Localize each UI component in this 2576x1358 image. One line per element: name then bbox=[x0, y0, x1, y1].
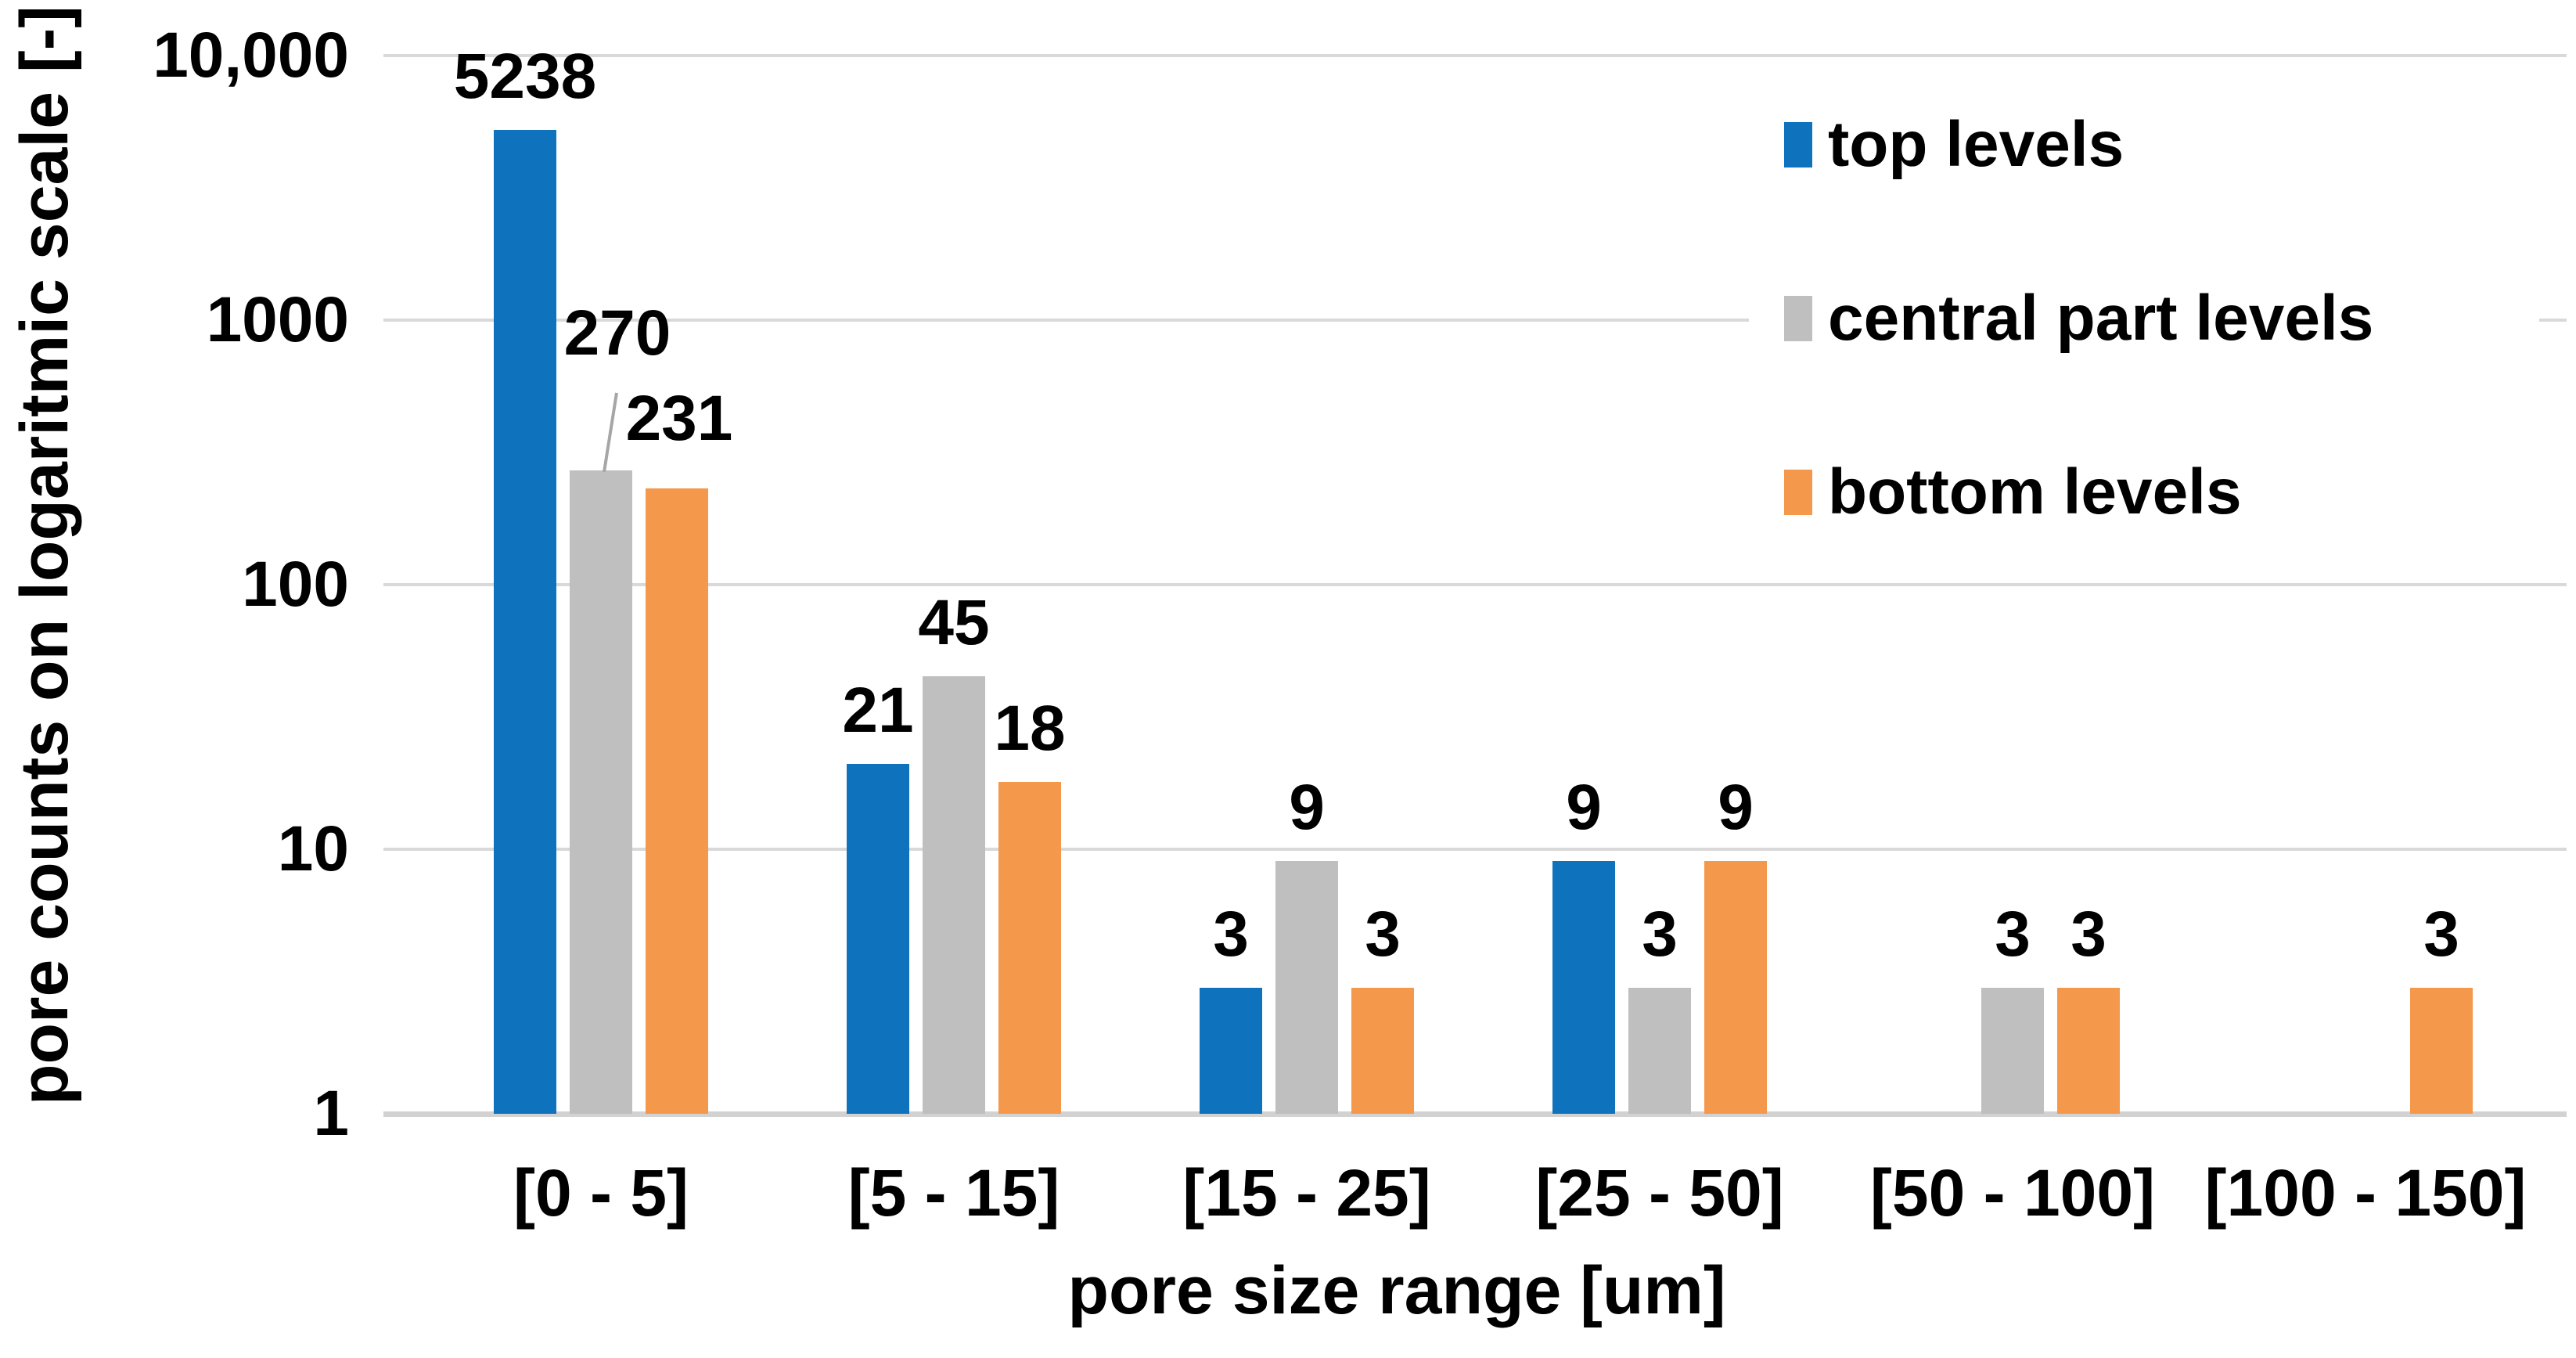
y-tick-label-1000: 1000 bbox=[206, 284, 349, 355]
y-axis-title: pore counts on logaritmic scale [-] bbox=[7, 5, 82, 1105]
data-label-bottom-levels-4: 3 bbox=[2071, 898, 2106, 970]
bar-central-part-levels-4 bbox=[1981, 987, 2044, 1114]
bar-top-levels-1 bbox=[847, 764, 909, 1114]
bar-bottom-levels-0 bbox=[646, 488, 708, 1114]
data-label-bottom-levels-1: 18 bbox=[994, 692, 1066, 764]
x-tick-label-0: [0 - 5] bbox=[513, 1156, 689, 1230]
bar-bottom-levels-1 bbox=[998, 781, 1061, 1114]
legend-item-bottom-levels: bottom levels bbox=[1749, 445, 2539, 539]
legend-swatch-central-part-levels-icon bbox=[1784, 296, 1812, 341]
data-label-top-levels-0: 5238 bbox=[453, 40, 597, 112]
legend-label-1: central part levels bbox=[1828, 283, 2374, 354]
y-tick-label-10: 10 bbox=[277, 813, 349, 884]
x-tick-label-5: [100 - 150] bbox=[2204, 1156, 2527, 1230]
bar-top-levels-3 bbox=[1552, 861, 1615, 1114]
y-tick-label-100: 100 bbox=[242, 549, 349, 620]
data-label-bottom-levels-3: 9 bbox=[1718, 772, 1754, 844]
data-label-bottom-levels-0: 231 bbox=[625, 383, 733, 455]
gridline-1000 bbox=[383, 319, 2567, 322]
data-label-bottom-levels-2: 3 bbox=[1365, 898, 1401, 970]
legend-swatch-bottom-levels-icon bbox=[1784, 470, 1812, 515]
legend-swatch-top-levels-icon bbox=[1784, 122, 1812, 167]
gridline-100 bbox=[383, 583, 2567, 586]
x-tick-label-3: [25 - 50] bbox=[1535, 1156, 1784, 1230]
bar-bottom-levels-3 bbox=[1704, 861, 1767, 1114]
gridline-10 bbox=[383, 848, 2567, 851]
bar-bottom-levels-4 bbox=[2057, 987, 2120, 1114]
bar-central-part-levels-2 bbox=[1275, 861, 1338, 1114]
x-tick-label-4: [50 - 100] bbox=[1869, 1156, 2156, 1230]
gridline-10000 bbox=[383, 54, 2567, 57]
legend-item-top-levels: top levels bbox=[1749, 98, 2539, 192]
x-axis-title: pore size range [um] bbox=[1067, 1253, 1726, 1328]
gridline-1 bbox=[383, 1111, 2567, 1117]
data-label-top-levels-2: 3 bbox=[1213, 898, 1249, 970]
data-label-central-part-levels-0: 270 bbox=[563, 297, 671, 369]
legend-item-central-part-levels: central part levels bbox=[1749, 272, 2539, 366]
x-tick-label-1: [5 - 15] bbox=[847, 1156, 1060, 1230]
data-label-central-part-levels-1: 45 bbox=[918, 587, 990, 659]
bar-central-part-levels-1 bbox=[923, 676, 985, 1114]
data-label-central-part-levels-3: 3 bbox=[1642, 898, 1678, 970]
legend-label-0: top levels bbox=[1828, 109, 2124, 180]
y-tick-label-1: 1 bbox=[313, 1078, 349, 1149]
data-label-top-levels-3: 9 bbox=[1566, 772, 1602, 844]
legend: top levels central part levels bottom leve… bbox=[1749, 86, 2539, 575]
y-tick-label-10000: 10,000 bbox=[153, 20, 349, 91]
data-label-central-part-levels-4: 3 bbox=[1995, 898, 2031, 970]
bar-central-part-levels-3 bbox=[1628, 987, 1691, 1114]
bar-top-levels-2 bbox=[1200, 987, 1262, 1114]
data-label-central-part-levels-2: 9 bbox=[1289, 772, 1325, 844]
x-tick-label-2: [15 - 25] bbox=[1182, 1156, 1431, 1230]
bar-central-part-levels-0 bbox=[570, 470, 632, 1114]
bar-top-levels-0 bbox=[494, 129, 556, 1114]
data-label-bottom-levels-5: 3 bbox=[2423, 898, 2459, 970]
data-label-top-levels-1: 21 bbox=[842, 675, 914, 747]
bar-bottom-levels-5 bbox=[2410, 987, 2473, 1114]
legend-label-2: bottom levels bbox=[1828, 456, 2242, 528]
bar-bottom-levels-2 bbox=[1351, 987, 1414, 1114]
